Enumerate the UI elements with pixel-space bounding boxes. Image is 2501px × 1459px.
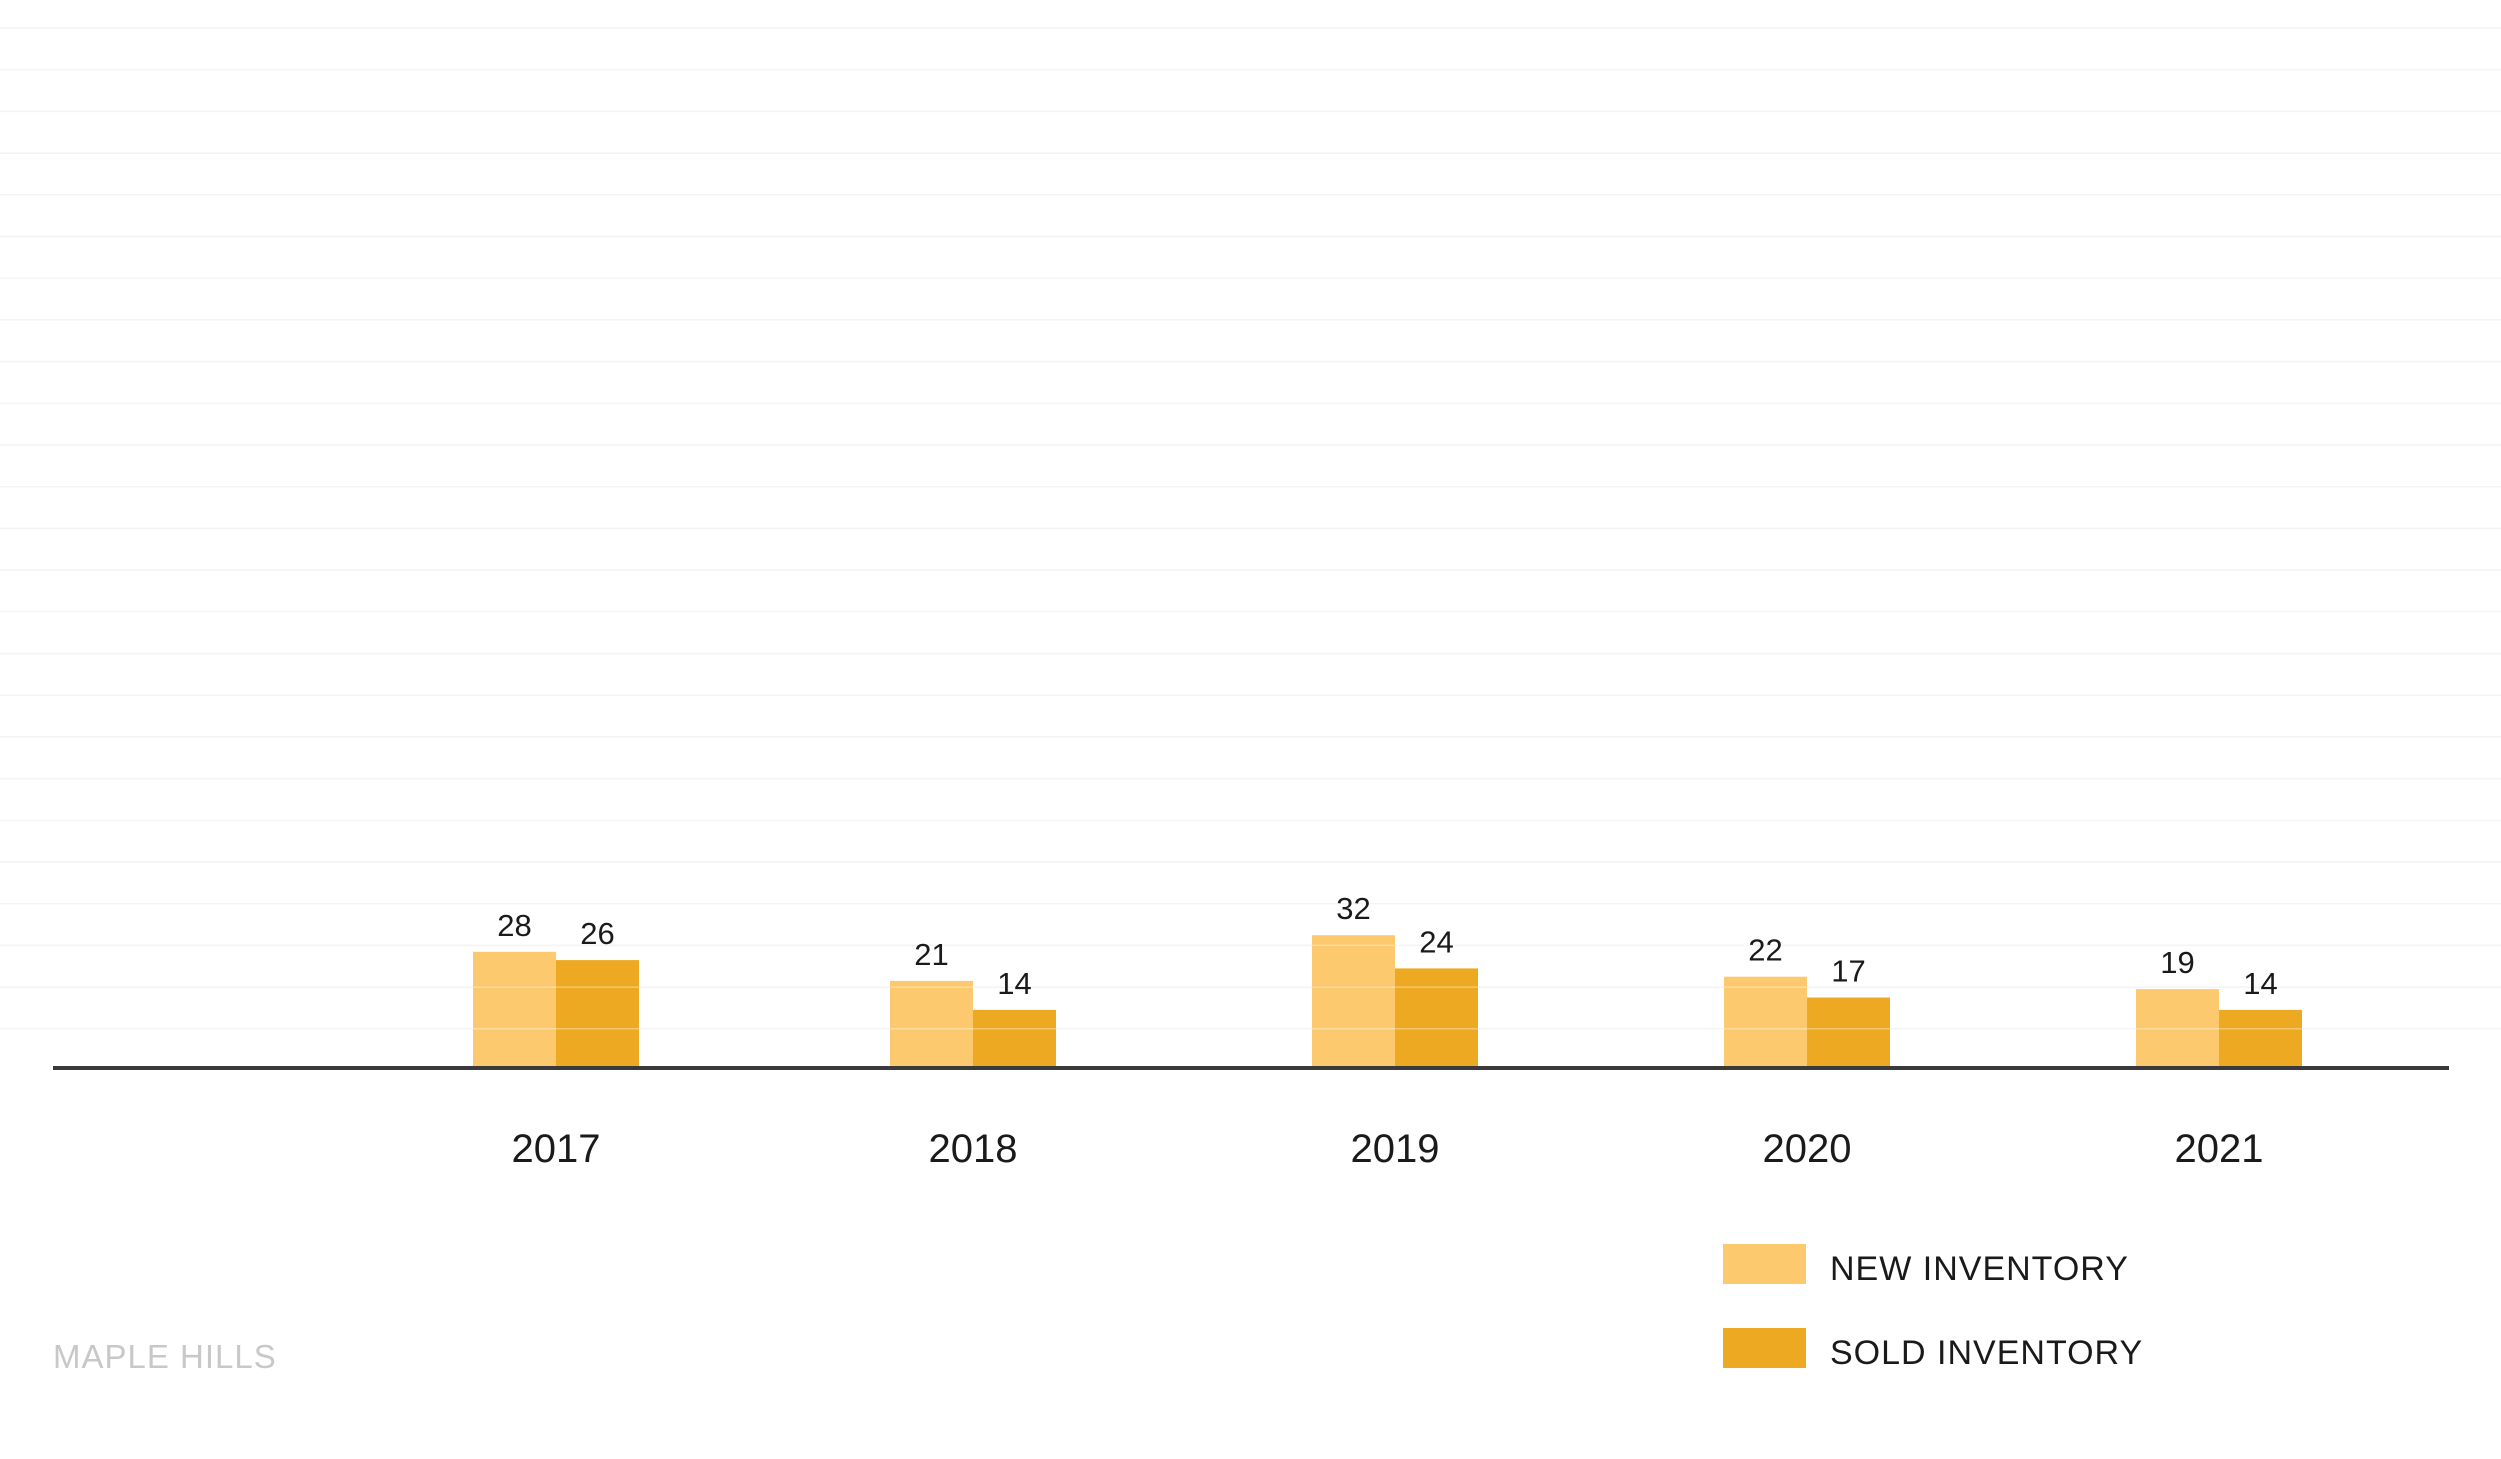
bar-sold-inventory-2020: [1807, 997, 1890, 1069]
legend-swatch-new-inventory: [1723, 1244, 1806, 1284]
data-label-new-inventory-2020: 22: [1748, 933, 1782, 968]
bars: [0, 27, 2501, 1069]
data-label-sold-inventory-2019: 24: [1419, 924, 1453, 959]
bar-new-inventory-2021: [2136, 989, 2219, 1068]
legend-swatch-sold-inventory: [1723, 1328, 1806, 1368]
data-labels: 28 26 21 14 32 24 22 17 19 14: [497, 891, 2277, 1001]
bar-sold-inventory-2019: [1395, 968, 1478, 1068]
data-label-sold-inventory-2021: 14: [2243, 966, 2277, 1001]
data-label-sold-inventory-2020: 17: [1831, 954, 1865, 989]
bar-new-inventory-2019: [1312, 935, 1395, 1068]
legend-label-new-inventory: NEW INVENTORY: [1830, 1250, 2129, 1288]
legend-item-new-inventory: NEW INVENTORY: [1723, 1244, 2423, 1288]
data-label-new-inventory-2021: 19: [2160, 945, 2194, 980]
data-label-new-inventory-2018: 21: [914, 937, 948, 972]
data-label-sold-inventory-2017: 26: [580, 916, 614, 951]
x-tick-label-2020: 2020: [1763, 1127, 1852, 1171]
x-tick-label-2021: 2021: [2175, 1127, 2264, 1171]
data-label-sold-inventory-2018: 14: [997, 966, 1031, 1001]
bar-new-inventory-2018: [890, 980, 973, 1069]
x-tick-label-2019: 2019: [1351, 1127, 1440, 1171]
data-label-new-inventory-2017: 28: [497, 908, 531, 943]
bar-sold-inventory-2021: [2219, 1009, 2302, 1068]
x-tick-label-2017: 2017: [512, 1127, 601, 1171]
brand-logo-text: MAPLE HILLS: [53, 1338, 277, 1375]
bar-sold-inventory-2017: [556, 960, 639, 1068]
x-axis-ticks: 2017 2018 2019 2020 2021: [512, 1127, 2264, 1171]
x-tick-label-2018: 2018: [929, 1127, 1018, 1171]
bar-new-inventory-2020: [1724, 976, 1807, 1068]
data-label-new-inventory-2019: 32: [1336, 891, 1370, 926]
bar-new-inventory-2017: [473, 951, 556, 1068]
gridlines: [0, 27, 2501, 1030]
legend-label-sold-inventory: SOLD INVENTORY: [1830, 1334, 2144, 1372]
bar-sold-inventory-2018: [973, 1009, 1056, 1068]
legend-item-sold-inventory: SOLD INVENTORY: [1723, 1328, 2423, 1372]
